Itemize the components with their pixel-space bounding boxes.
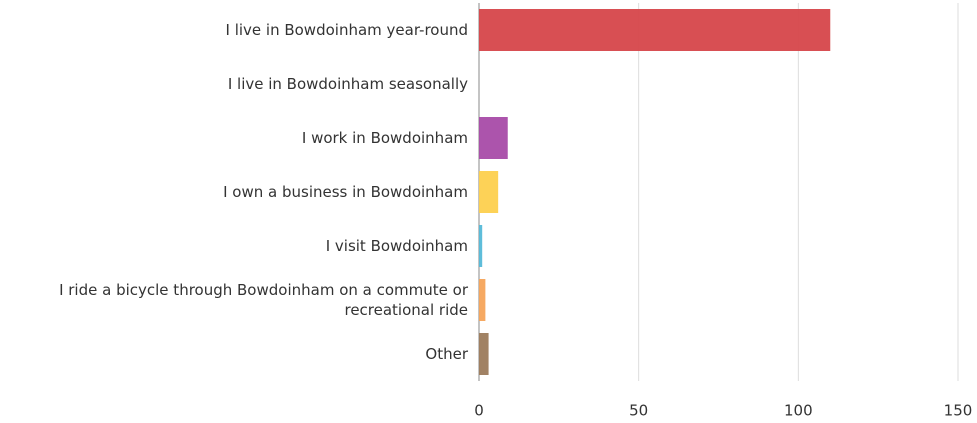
category-label: I visit Bowdoinham <box>325 237 468 255</box>
category-label: I live in Bowdoinham seasonally <box>227 75 468 93</box>
category-label: I live in Bowdoinham year-round <box>225 21 469 39</box>
bar <box>479 171 499 213</box>
bar <box>479 9 831 51</box>
x-tick-label: 50 <box>629 402 648 420</box>
x-tick-label: 100 <box>784 402 813 420</box>
category-label: I ride a bicycle through Bowdoinham on a… <box>59 281 468 319</box>
bar <box>479 333 489 375</box>
bar <box>479 279 486 321</box>
bar <box>479 117 508 159</box>
category-label: Other <box>425 345 468 363</box>
bar <box>479 225 483 267</box>
category-label: I own a business in Bowdoinham <box>223 183 468 201</box>
x-tick-label: 150 <box>944 402 973 420</box>
x-tick-label: 0 <box>474 402 484 420</box>
category-label: I work in Bowdoinham <box>301 129 468 147</box>
